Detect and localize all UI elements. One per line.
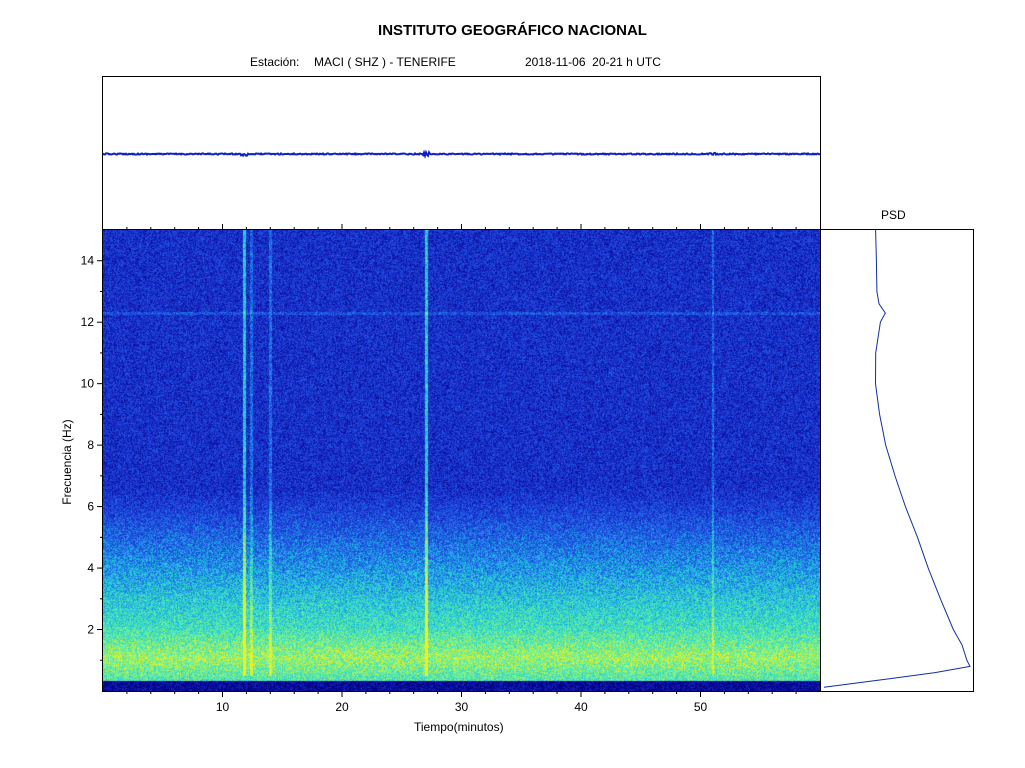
y-tick-label: 2 — [87, 623, 94, 637]
seismogram-trace — [103, 149, 820, 160]
x-tick-label: 40 — [574, 700, 588, 714]
date-time: 2018-11-06 20-21 h UTC — [525, 55, 661, 69]
seismogram-panel — [102, 76, 821, 230]
x-tick-label: 50 — [694, 700, 708, 714]
x-tick-label: 10 — [216, 700, 230, 714]
psd-svg — [823, 230, 971, 688]
psd-panel — [820, 229, 974, 692]
y-tick-label: 10 — [81, 377, 95, 391]
page-title: INSTITUTO GEOGRÁFICO NACIONAL — [378, 22, 647, 39]
spectrogram-canvas — [103, 230, 820, 691]
x-tick-label: 30 — [455, 700, 469, 714]
x-axis-label: Tiempo(minutos) — [414, 720, 504, 734]
seismogram-svg — [103, 149, 820, 160]
y-tick-label: 14 — [81, 254, 95, 268]
psd-curve — [823, 230, 971, 688]
y-tick-label: 4 — [87, 561, 94, 575]
spectrogram-panel — [102, 229, 821, 692]
station-value: MACI ( SHZ ) - TENERIFE — [314, 55, 456, 69]
y-tick-label: 8 — [87, 438, 94, 452]
y-tick-label: 12 — [81, 315, 95, 329]
x-tick-label: 20 — [335, 700, 349, 714]
station-label: Estación: — [250, 55, 300, 69]
y-tick-label: 6 — [87, 500, 94, 514]
psd-title: PSD — [881, 208, 906, 222]
y-axis-label: Frecuencia (Hz) — [60, 419, 74, 505]
